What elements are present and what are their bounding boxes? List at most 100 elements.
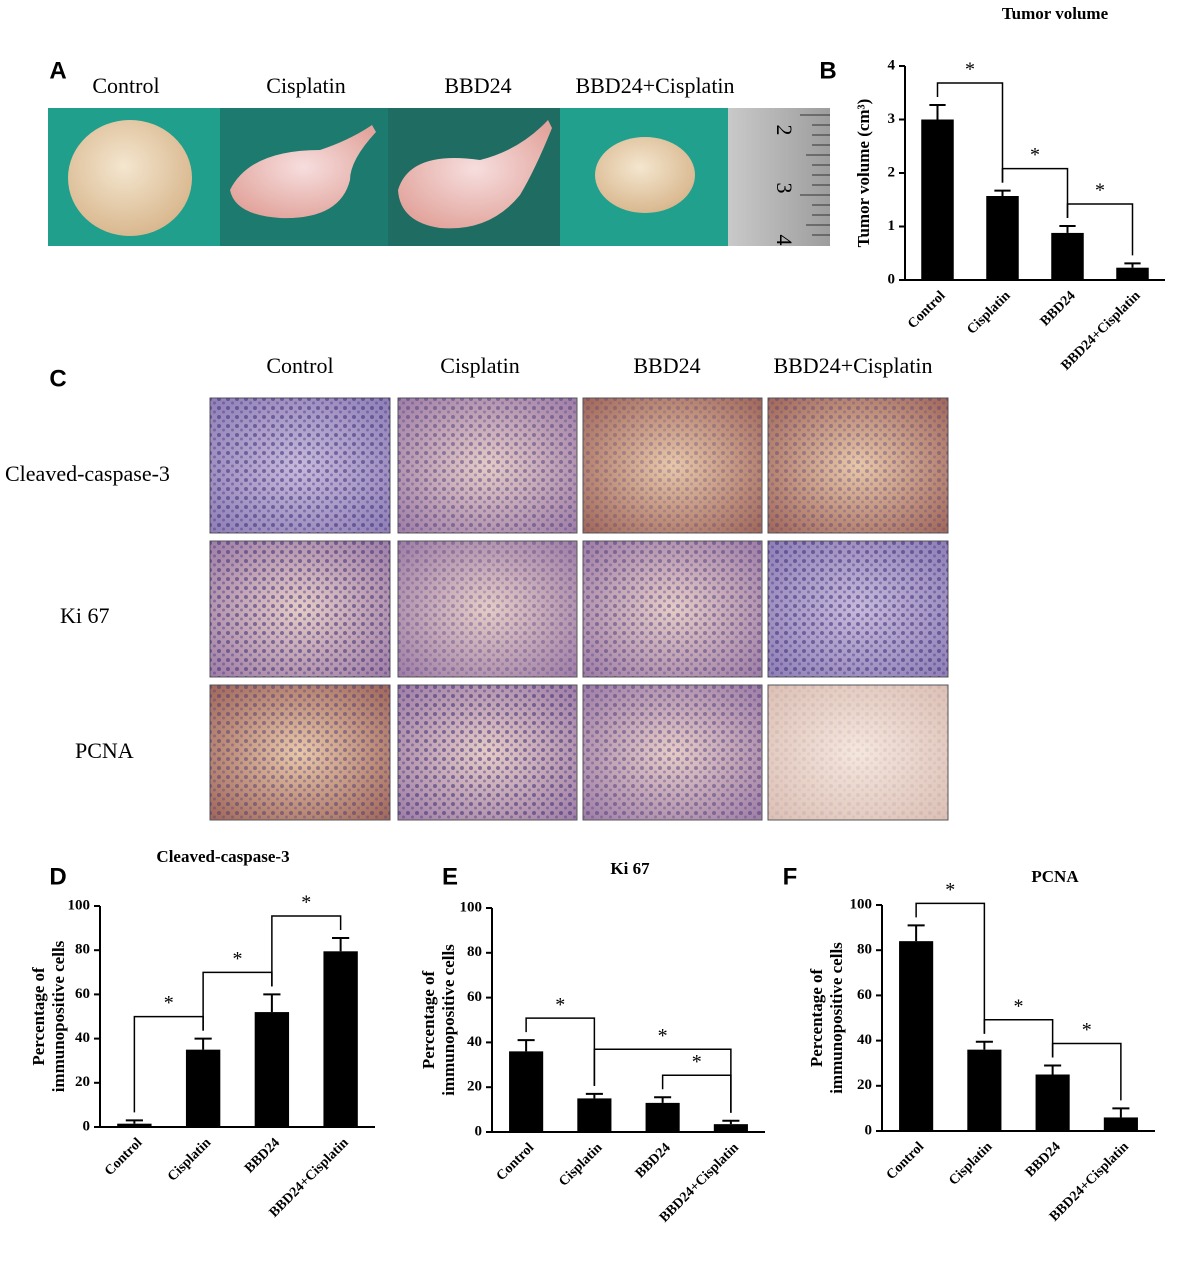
panel-letter: F (783, 863, 798, 890)
y-tick-label: 40 (75, 1030, 90, 1046)
x-tick-label: Cisplatin (556, 1140, 605, 1189)
chart-title: PCNA (1031, 867, 1079, 886)
panel-letter: B (819, 57, 836, 84)
significance-bracket (915, 902, 986, 1034)
bar (645, 1102, 680, 1132)
panel-letter: D (49, 863, 66, 890)
photo-label: Cisplatin (266, 73, 345, 98)
significance-bracket (271, 915, 342, 987)
significance-label: * (1030, 144, 1040, 166)
bar (1116, 267, 1149, 280)
charts: Tumor volume Tumor volume (cm³) 0 1 2 3 4 Contr… (29, 4, 1165, 1226)
y-tick-label: 20 (467, 1079, 482, 1095)
x-tick-label: Control (494, 1140, 538, 1184)
bar (323, 951, 358, 1127)
significance-label: * (301, 892, 311, 914)
significance-label: * (945, 879, 955, 901)
significance-bracket (1051, 1042, 1122, 1101)
significance-bracket (593, 1048, 732, 1113)
y-axis-label: Percentage of (29, 967, 48, 1066)
y-tick-label: 80 (75, 942, 90, 958)
photo-labels: Control Cisplatin BBD24 BBD24+Cisplatin (92, 73, 734, 98)
ruler-mark: 2 (772, 125, 797, 136)
ruler-labels: 2 3 4 (772, 125, 797, 246)
y-tick-label: 100 (850, 896, 873, 912)
photo-label: BBD24 (444, 73, 511, 98)
row-label: Cleaved-caspase-3 (5, 461, 170, 486)
x-tick-label: Control (102, 1135, 146, 1179)
chart-title: Cleaved-caspase-3 (156, 847, 289, 866)
y-tick-label: 1 (888, 218, 896, 234)
bar (713, 1124, 748, 1132)
x-tick-label: BBD24 (1023, 1139, 1064, 1180)
y-tick-label: 0 (475, 1123, 483, 1139)
y-tick-label: 100 (460, 899, 483, 915)
x-tick-label: BBD24 (242, 1135, 283, 1176)
x-tick-label: Cisplatin (946, 1139, 995, 1188)
photo-label: BBD24+Cisplatin (575, 73, 734, 98)
column-label: Cisplatin (440, 353, 519, 378)
y-tick-label: 100 (68, 897, 91, 913)
x-tick-label: Control (884, 1139, 928, 1183)
y-tick-label: 0 (888, 271, 896, 287)
column-label: BBD24+Cisplatin (773, 353, 932, 378)
bar (986, 196, 1019, 280)
significance-label: * (692, 1051, 702, 1073)
y-axis-label: Tumor volume (cm³) (854, 99, 873, 248)
photo-label: Control (92, 73, 159, 98)
significance-label: * (658, 1025, 668, 1047)
y-axis-label: immunopositive cells (439, 944, 458, 1096)
y-tick-label: 80 (857, 942, 872, 958)
photo-strip (48, 108, 830, 246)
panel-letter: E (442, 863, 458, 890)
significance-label: * (1014, 995, 1024, 1017)
x-tick-label: BBD24 (1038, 288, 1079, 329)
y-tick-label: 20 (857, 1077, 872, 1093)
y-tick-label: 80 (467, 944, 482, 960)
chart-title: Tumor volume (1002, 4, 1109, 23)
ruler (728, 108, 830, 246)
tumor (230, 125, 376, 219)
y-tick-label: 3 (888, 111, 896, 127)
bar (185, 1049, 221, 1127)
x-tick-label: Control (905, 288, 949, 332)
y-axis-label: Percentage of (419, 971, 438, 1070)
ruler-mark: 4 (772, 235, 797, 246)
panel-letter: C (49, 365, 66, 392)
y-axis-label: Percentage of (807, 969, 826, 1068)
y-tick-label: 60 (467, 989, 482, 1005)
x-tick-label: Cisplatin (165, 1135, 214, 1184)
y-tick-label: 2 (888, 164, 896, 180)
y-tick-label: 0 (83, 1118, 91, 1134)
column-label: Control (266, 353, 333, 378)
stain-labels: Control Cisplatin BBD24 BBD24+Cisplatin Clea… (5, 353, 933, 763)
significance-bracket (936, 82, 1004, 183)
significance-bracket (1001, 167, 1069, 218)
y-tick-label: 4 (888, 57, 896, 73)
significance-bracket (1066, 203, 1134, 256)
y-tick-label: 0 (865, 1122, 873, 1138)
ruler-mark: 3 (772, 183, 797, 194)
x-tick-label: Cisplatin (964, 288, 1013, 337)
bar (921, 119, 954, 280)
significance-label: * (164, 992, 174, 1014)
y-axis-label: immunopositive cells (49, 940, 68, 1092)
x-tick-label: BBD24 (633, 1140, 674, 1181)
row-label: PCNA (75, 738, 134, 763)
chart-title: Ki 67 (610, 859, 650, 878)
bar (254, 1012, 290, 1127)
tumor (595, 137, 695, 213)
significance-label: * (1082, 1019, 1092, 1041)
significance-label: * (1095, 180, 1105, 202)
bar (899, 941, 934, 1131)
bar (577, 1098, 612, 1132)
y-tick-label: 20 (75, 1074, 90, 1090)
y-tick-label: 40 (857, 1032, 872, 1048)
panel-labels: A B C D E F (49, 57, 836, 890)
y-axis-label: immunopositive cells (827, 942, 846, 1094)
y-tick-label: 40 (467, 1034, 482, 1050)
significance-label: * (233, 948, 243, 970)
bar (967, 1049, 1002, 1131)
bar (1103, 1117, 1138, 1131)
